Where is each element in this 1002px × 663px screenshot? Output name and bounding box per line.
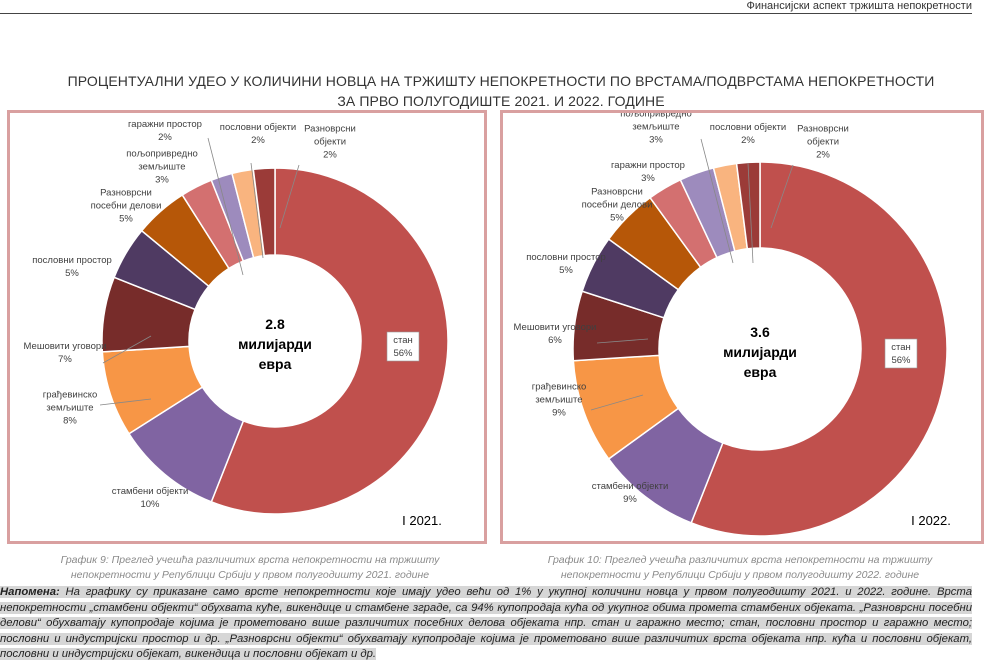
slice-value-label-2021-разноврсни-посебни-делови: 5% bbox=[119, 214, 133, 225]
slice-name-label-2022-разноврсни-објекти: Разноврсни објекти bbox=[797, 124, 849, 148]
leader-line-2021-гаражни-простор bbox=[207, 137, 244, 276]
slice-name-label-2022-стамбени-објекти: стамбени објекти bbox=[592, 481, 669, 492]
chart-2022-caption-line-1: График 10: Преглед учешћа различитих врс… bbox=[547, 554, 933, 566]
slice-value-label-2022-разноврсни-посебни-делови: 5% bbox=[610, 213, 624, 224]
slice-name-label-2022-пољопривредно-земљиште: пољопривредно земљиште bbox=[620, 113, 692, 133]
slice-name-label-2022-гаражни-простор: гаражни простор bbox=[611, 160, 685, 171]
slice-name-label-2022-разноврсни-посебни-делови: Разноврсни посебни делови bbox=[582, 187, 653, 211]
chart-2022-caption: График 10: Преглед учешћа различитих врс… bbox=[530, 553, 950, 583]
label-box-2021-стан bbox=[386, 331, 420, 362]
chart-2021-svg: стан 56% стамбени објекти 10% грађевинско зем… bbox=[24, 119, 449, 528]
footnote-text: На графику су приказане само врсте непок… bbox=[0, 586, 972, 660]
period-label-2021: I 2021. bbox=[402, 513, 442, 528]
slice-value-label-2021-пословни-објекти: 2% bbox=[251, 135, 265, 146]
leader-line-2022-мешовити-уговори bbox=[596, 338, 649, 344]
slice-value-label-2022-разноврсни-објекти: 2% bbox=[816, 150, 830, 161]
chart-2021-caption: График 9: Преглед учешћа различитих врст… bbox=[40, 553, 460, 583]
header-rule bbox=[0, 13, 972, 14]
leader-line-2021-разноврсни-објекти bbox=[279, 164, 300, 229]
leader-line-2021-мешовити-уговори bbox=[102, 335, 152, 364]
slice-name-label-2021-гаражни-простор: гаражни простор bbox=[128, 119, 202, 130]
slice-name-label-2021-пољопривредно-земљиште: пољопривредно земљиште bbox=[126, 149, 198, 173]
donut-slice-2021-стан bbox=[210, 167, 449, 515]
slice-value-label-2021-мешовити-уговори: 7% bbox=[58, 354, 72, 365]
slice-name-label-2022-пословни-простор: пословни простор bbox=[526, 252, 606, 263]
slice-name-label-2022-грађевинско-земљиште: грађевинско земљиште bbox=[532, 382, 587, 406]
donut-slice-2022-стан bbox=[690, 161, 948, 537]
chart-2022-box: стан 56% стамбени објекти 9% грађевинско земљ… bbox=[500, 110, 984, 544]
slice-value-label-2022-пољопривредно-земљиште: 3% bbox=[649, 135, 663, 146]
leader-line-2022-пословни-објекти bbox=[747, 162, 754, 264]
main-title: ПРОЦЕНТУАЛНИ УДЕО У КОЛИЧИНИ НОВЦА НА ТР… bbox=[0, 71, 1002, 111]
slice-name-label-2021-стамбени-објекти: стамбени објекти bbox=[112, 486, 189, 497]
chart-2022-svg: стан 56% стамбени објекти 9% грађевинско земљ… bbox=[514, 113, 951, 537]
footnote-label: Напомена: bbox=[0, 586, 60, 598]
slice-value-label-2021-грађевинско-земљиште: 8% bbox=[63, 416, 77, 427]
leader-line-2021-грађевинско-земљиште bbox=[99, 398, 152, 406]
slice-value-label-2022-стан: 56% bbox=[891, 355, 911, 366]
slice-value-label-2021-гаражни-простор: 2% bbox=[158, 132, 172, 143]
period-label-2022: I 2022. bbox=[911, 513, 951, 528]
slice-name-label-2021-разноврсни-објекти: Разноврсни објекти bbox=[304, 124, 356, 148]
leader-line-2022-разноврсни-објекти bbox=[770, 164, 794, 229]
slice-value-label-2022-гаражни-простор: 3% bbox=[641, 173, 655, 184]
chart-2022-caption-line-2: непокретности у Републици Србији у првом… bbox=[560, 569, 920, 581]
chart-2021-box: стан 56% стамбени објекти 10% грађевинско зем… bbox=[7, 110, 487, 544]
slice-value-label-2022-грађевинско-земљиште: 9% bbox=[552, 408, 566, 419]
chart-2021-caption-line-1: График 9: Преглед учешћа различитих врст… bbox=[60, 554, 440, 566]
slice-value-label-2022-стамбени-објекти: 9% bbox=[623, 494, 637, 505]
slice-name-label-2022-пословни-објекти: пословни објекти bbox=[710, 122, 786, 133]
donut-slice-2022-разноврсни-објекти bbox=[735, 161, 761, 250]
slice-value-label-2022-пословни-простор: 5% bbox=[559, 265, 573, 276]
running-header: Финансијски аспект тржишта непокретности bbox=[746, 0, 972, 12]
slice-name-label-2021-грађевинско-земљиште: грађевинско земљиште bbox=[43, 390, 98, 414]
leader-line-2022-пољопривредно-земљиште bbox=[700, 138, 734, 264]
label-box-2022-стан bbox=[884, 338, 918, 369]
slice-value-label-2021-стамбени-објекти: 10% bbox=[140, 499, 160, 510]
slice-value-label-2021-пољопривредно-земљиште: 3% bbox=[155, 175, 169, 186]
slice-value-label-2021-пословни-простор: 5% bbox=[65, 268, 79, 279]
leader-line-2021-пословни-објекти bbox=[250, 162, 264, 259]
slice-name-label-2021-мешовити-уговори: Мешовити уговори bbox=[24, 341, 107, 352]
donut-slice-2021-разноврсни-објекти bbox=[252, 167, 276, 257]
slice-value-label-2022-мешовити-уговори: 6% bbox=[548, 335, 562, 346]
leader-line-2022-грађевинско-земљиште bbox=[590, 394, 644, 411]
chart-2021-caption-line-2: непокретности у Републици Србији у првом… bbox=[70, 569, 430, 581]
slice-value-label-2021-стан: 56% bbox=[393, 348, 413, 359]
slice-name-label-2021-разноврсни-посебни-делови: Разноврсни посебни делови bbox=[91, 188, 162, 212]
slice-value-label-2022-пословни-објекти: 2% bbox=[741, 135, 755, 146]
slice-name-label-2022-мешовити-уговори: Мешовити уговори bbox=[514, 322, 597, 333]
footnote: Напомена: На графику су приказане само в… bbox=[0, 585, 972, 663]
slice-name-label-2021-пословни-простор: пословни простор bbox=[32, 255, 112, 266]
main-title-line-2: ЗА ПРВО ПОЛУГОДИШТЕ 2021. И 2022. ГОДИНЕ bbox=[337, 93, 665, 109]
slice-name-label-2021-пословни-објекти: пословни објекти bbox=[220, 122, 296, 133]
slice-name-label-2021-стан: стан bbox=[393, 335, 413, 346]
center-total-label-2022: 3.6 милијарди евра bbox=[723, 324, 797, 380]
slice-name-label-2022-стан: стан bbox=[891, 342, 911, 353]
slice-value-label-2021-разноврсни-објекти: 2% bbox=[323, 150, 337, 161]
center-total-label-2021: 2.8 милијарди евра bbox=[238, 316, 312, 372]
main-title-line-1: ПРОЦЕНТУАЛНИ УДЕО У КОЛИЧИНИ НОВЦА НА ТР… bbox=[67, 73, 935, 89]
